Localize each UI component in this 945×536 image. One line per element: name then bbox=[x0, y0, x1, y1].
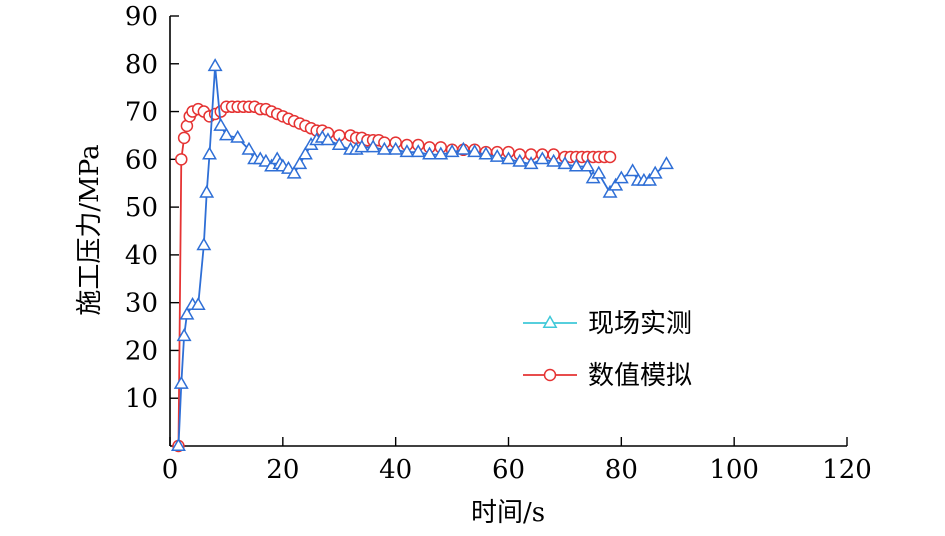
measured-point bbox=[625, 163, 641, 177]
measured-point bbox=[286, 165, 302, 179]
measured-point bbox=[320, 132, 336, 146]
legend-label: 数值模拟 bbox=[588, 361, 692, 391]
measured-point bbox=[647, 165, 663, 179]
y-tick-label: 40 bbox=[125, 241, 158, 271]
legend-label: 现场实测 bbox=[588, 309, 692, 339]
x-tick-label: 60 bbox=[492, 455, 525, 485]
measured-point bbox=[642, 172, 658, 186]
measured-point bbox=[557, 156, 573, 170]
simulated-point bbox=[177, 131, 191, 145]
measured-point bbox=[613, 170, 629, 184]
measured-point bbox=[202, 146, 217, 160]
measured-point bbox=[190, 297, 206, 311]
series-measured bbox=[170, 58, 674, 451]
measured-point bbox=[218, 127, 234, 141]
measured-point bbox=[196, 237, 212, 251]
measured-point bbox=[179, 306, 195, 320]
measured-point bbox=[241, 141, 257, 155]
measured-point bbox=[230, 129, 246, 143]
measured-point bbox=[467, 144, 483, 158]
measured-point bbox=[602, 184, 618, 198]
measured-point bbox=[546, 153, 562, 167]
x-tick-label: 100 bbox=[709, 455, 759, 485]
measured-point bbox=[580, 158, 595, 172]
measured-point bbox=[376, 141, 392, 155]
legend-triangle-marker bbox=[542, 314, 558, 328]
simulated-point bbox=[603, 150, 617, 164]
measured-point bbox=[444, 144, 460, 158]
measured-point bbox=[433, 146, 449, 160]
x-tick-label: 40 bbox=[379, 455, 412, 485]
y-tick-label: 70 bbox=[125, 98, 158, 128]
x-tick-label: 0 bbox=[162, 455, 179, 485]
measured-point bbox=[501, 151, 516, 165]
legend-measured: 现场实测 bbox=[523, 309, 692, 339]
measured-point bbox=[199, 184, 215, 198]
measured-point bbox=[568, 158, 584, 172]
measured-point bbox=[354, 139, 370, 153]
x-axis-label: 时间/s bbox=[471, 498, 545, 528]
measured-point bbox=[399, 144, 415, 158]
y-axis-label: 施工压力/MPa bbox=[75, 144, 105, 315]
measured-point bbox=[410, 144, 426, 158]
y-tick-label: 50 bbox=[125, 193, 158, 223]
measured-point bbox=[512, 153, 528, 167]
measured-point bbox=[489, 148, 505, 162]
measured-point bbox=[292, 156, 308, 170]
simulated-point bbox=[175, 153, 188, 166]
x-tick-label: 80 bbox=[605, 455, 638, 485]
measured-point bbox=[591, 165, 607, 179]
y-tick-label: 60 bbox=[125, 145, 158, 175]
axes: 0 20 40 60 80 100 120 10 20 30 40 50 60 70 80 90 bbox=[125, 2, 872, 485]
measured-point bbox=[207, 58, 223, 72]
measured-point bbox=[388, 141, 404, 155]
y-tick-label: 30 bbox=[125, 289, 158, 319]
measured-point bbox=[297, 146, 313, 160]
measured-point bbox=[365, 139, 381, 153]
measured-point bbox=[658, 156, 674, 170]
legend-simulated: 数值模拟 bbox=[523, 361, 692, 391]
y-tick-label: 10 bbox=[125, 384, 158, 414]
measured-point bbox=[176, 328, 192, 342]
x-tick-label: 20 bbox=[266, 455, 299, 485]
y-tick-label: 80 bbox=[125, 50, 158, 80]
y-tick-label: 20 bbox=[125, 336, 158, 366]
measured-point bbox=[331, 136, 347, 150]
measured-point bbox=[170, 437, 186, 451]
x-tick-label: 120 bbox=[822, 455, 872, 485]
series-layer bbox=[170, 58, 674, 453]
y-tick-label: 90 bbox=[125, 2, 158, 32]
measured-point bbox=[478, 146, 494, 160]
legend-circle-marker bbox=[543, 368, 557, 382]
measured-point bbox=[455, 141, 471, 155]
measured-point bbox=[534, 151, 550, 165]
measured-point bbox=[523, 156, 539, 170]
measured-point bbox=[173, 375, 189, 389]
measured-point bbox=[608, 177, 624, 191]
measured-point bbox=[213, 117, 229, 131]
measured-point bbox=[422, 146, 437, 160]
